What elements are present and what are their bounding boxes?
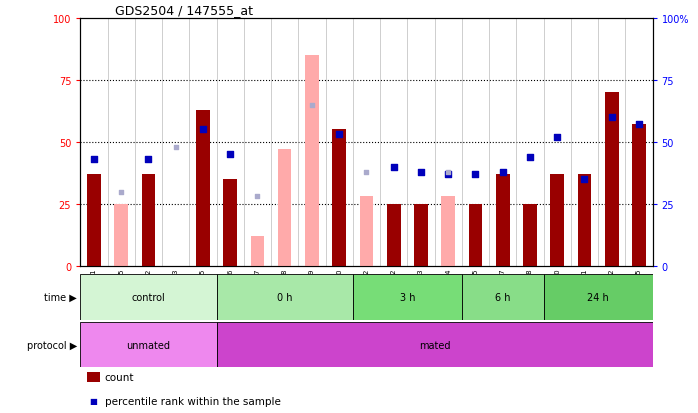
Text: ■: ■ — [89, 396, 98, 405]
Point — [143, 157, 154, 163]
Text: 24 h: 24 h — [587, 292, 609, 302]
Point — [306, 102, 318, 109]
Bar — [468, 204, 482, 266]
Text: time ▶: time ▶ — [44, 292, 77, 302]
Point — [252, 194, 263, 200]
Bar — [87, 175, 101, 266]
Bar — [216, 275, 352, 320]
Bar — [216, 322, 653, 368]
Point — [443, 171, 454, 178]
Point — [225, 152, 236, 158]
Text: count: count — [105, 372, 134, 382]
Text: 6 h: 6 h — [495, 292, 510, 302]
Point — [524, 154, 535, 161]
Bar — [80, 275, 216, 320]
Point — [579, 176, 590, 183]
Point — [497, 169, 508, 176]
Text: GDS2504 / 147555_at: GDS2504 / 147555_at — [115, 4, 253, 17]
Bar — [632, 125, 646, 266]
Bar — [551, 175, 564, 266]
Bar — [305, 56, 319, 266]
Bar — [196, 110, 209, 266]
Bar — [387, 204, 401, 266]
Bar — [359, 197, 373, 266]
Point — [334, 132, 345, 138]
Bar — [114, 204, 128, 266]
Bar — [352, 275, 462, 320]
Bar — [462, 275, 544, 320]
Bar — [605, 93, 618, 266]
Bar — [142, 175, 155, 266]
Bar — [524, 204, 537, 266]
Bar — [414, 204, 428, 266]
Point — [633, 122, 644, 128]
Bar — [223, 180, 237, 266]
Text: percentile rank within the sample: percentile rank within the sample — [105, 396, 281, 406]
Text: mated: mated — [419, 340, 450, 350]
Point — [443, 169, 454, 176]
Text: 0 h: 0 h — [277, 292, 292, 302]
Text: protocol ▶: protocol ▶ — [27, 340, 77, 350]
Point — [198, 127, 209, 133]
Point — [170, 144, 181, 151]
Bar — [578, 175, 591, 266]
Point — [116, 189, 127, 195]
Bar — [80, 322, 216, 368]
Point — [470, 171, 481, 178]
Bar — [496, 175, 510, 266]
Bar — [278, 150, 292, 266]
Point — [606, 114, 617, 121]
Point — [361, 169, 372, 176]
Text: control: control — [131, 292, 165, 302]
Bar — [332, 130, 346, 266]
Bar — [544, 275, 653, 320]
Point — [89, 157, 100, 163]
Bar — [441, 204, 455, 266]
Point — [415, 169, 426, 176]
Bar — [441, 197, 455, 266]
Bar — [251, 237, 265, 266]
Text: 3 h: 3 h — [399, 292, 415, 302]
Text: unmated: unmated — [126, 340, 170, 350]
Point — [551, 134, 563, 141]
Point — [388, 164, 399, 171]
